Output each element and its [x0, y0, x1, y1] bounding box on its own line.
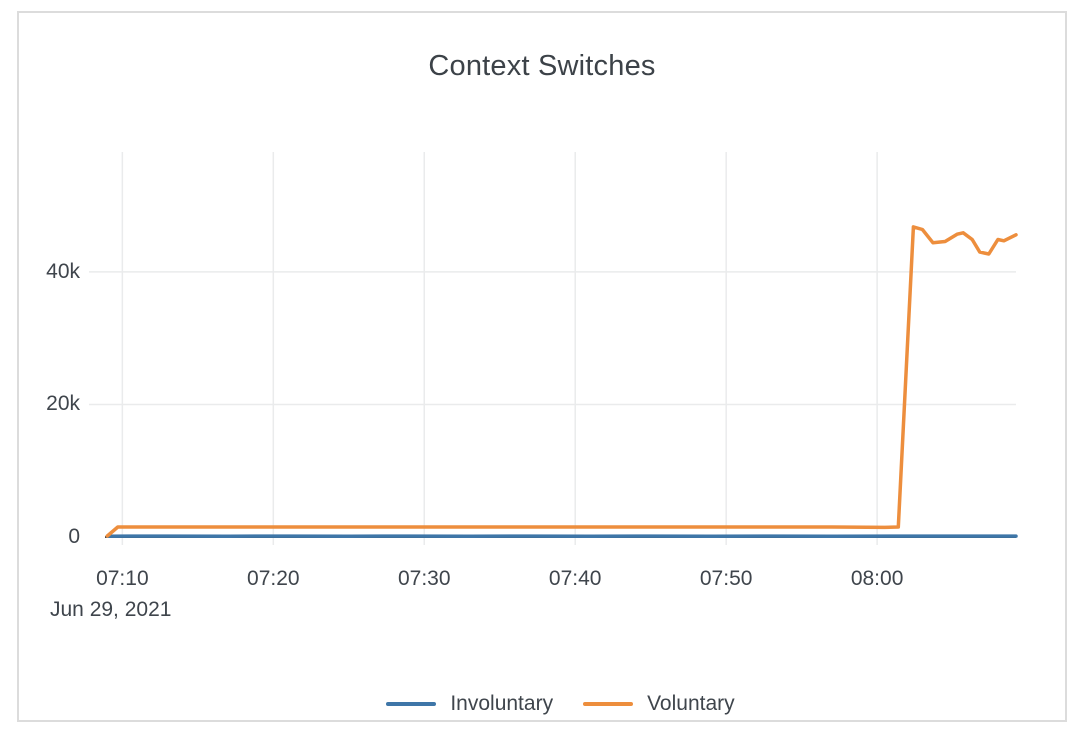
x-axis-tick-label: 07:20 — [247, 567, 300, 590]
plot-area[interactable] — [105, 152, 1016, 545]
legend: Involuntary Voluntary — [105, 691, 1016, 717]
legend-item-involuntary[interactable]: Involuntary — [386, 692, 553, 716]
x-axis-tick-label: 07:10 — [96, 567, 149, 590]
y-axis-tick-label: 0 — [68, 524, 80, 548]
x-axis-tick-label: 07:40 — [548, 567, 602, 590]
legend-label: Involuntary — [450, 692, 554, 715]
x-axis-date-label: Jun 29, 2021 — [50, 598, 172, 621]
y-axis-tick-label: 40k — [46, 259, 80, 283]
y-axis-tick-label: 20k — [46, 392, 80, 416]
x-axis-tick-label: 07:50 — [699, 567, 753, 590]
legend-swatch-voluntary — [583, 702, 634, 706]
x-axis-tick-label: 08:00 — [850, 567, 904, 590]
legend-label: Voluntary — [647, 692, 735, 715]
chart-title: Context Switches — [428, 50, 656, 82]
x-axis-tick-label: 07:30 — [397, 567, 451, 590]
legend-item-voluntary[interactable]: Voluntary — [583, 692, 735, 716]
legend-swatch-involuntary — [386, 702, 437, 706]
